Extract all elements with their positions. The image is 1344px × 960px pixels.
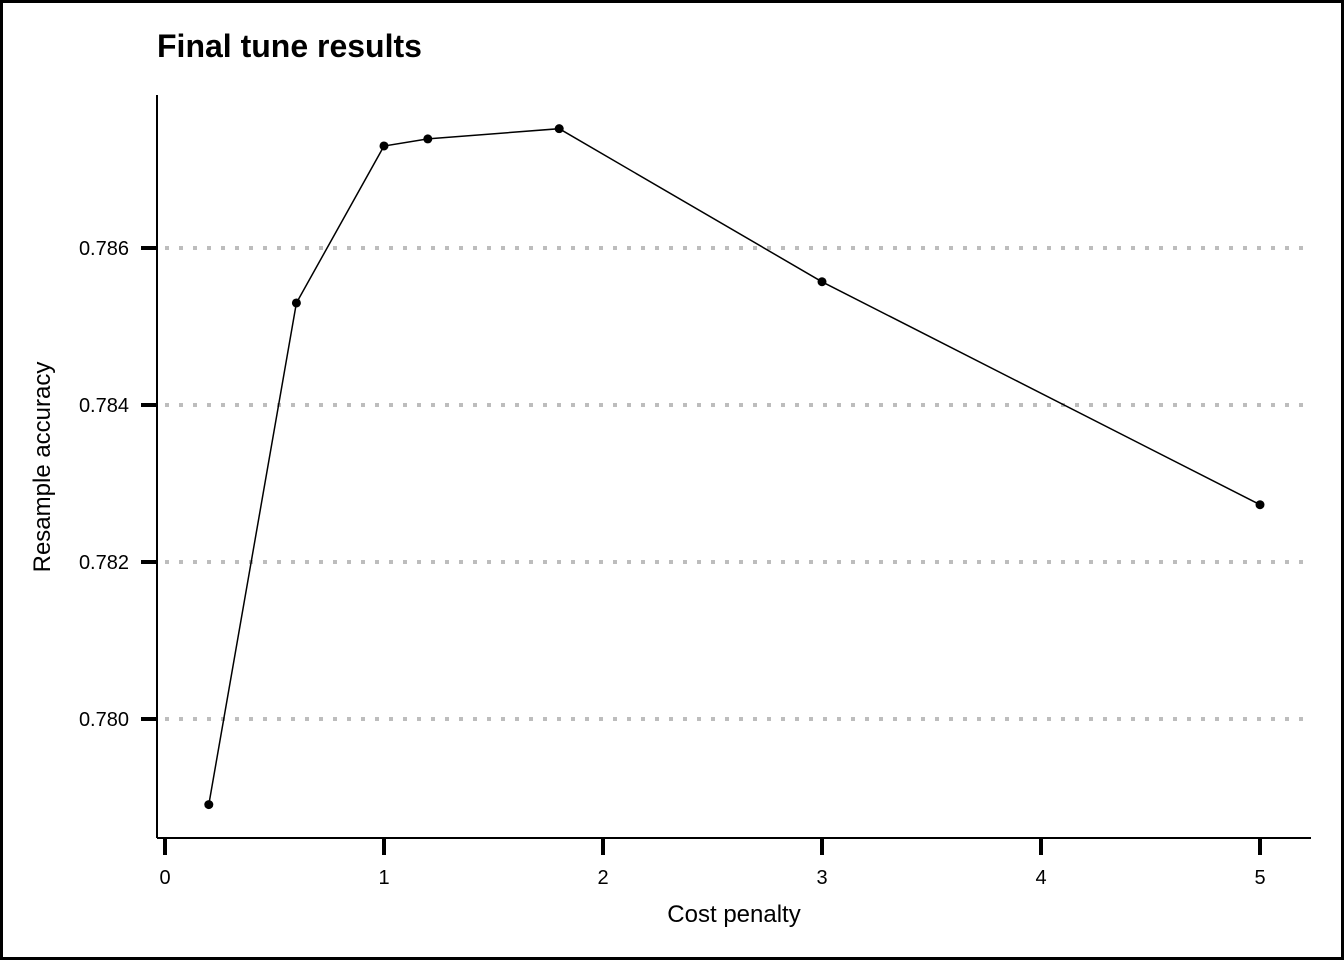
data-point <box>379 141 389 151</box>
data-point <box>554 124 564 134</box>
series-line <box>208 127 1261 805</box>
data-point <box>204 800 214 810</box>
x-tick-label: 3 <box>816 867 827 889</box>
data-point <box>291 298 301 308</box>
x-tick-label: 5 <box>1254 867 1265 889</box>
data-point <box>817 277 827 287</box>
y-tick-label: 0.780 <box>79 709 129 731</box>
data-point <box>423 134 433 144</box>
x-axis-title: Cost penalty <box>667 901 800 928</box>
x-tick-label: 4 <box>1035 867 1046 889</box>
y-tick-label: 0.786 <box>79 238 129 260</box>
x-tick-label: 2 <box>597 867 608 889</box>
chart-title: Final tune results <box>157 28 422 64</box>
x-tick-label: 0 <box>159 867 170 889</box>
x-ticks: 0 1 2 3 4 5 <box>159 838 1266 889</box>
x-tick-label: 1 <box>378 867 389 889</box>
y-axis-title: Resample accuracy <box>29 362 56 573</box>
y-tick-label: 0.784 <box>79 395 129 417</box>
y-ticks: 0.780 0.782 0.784 0.786 <box>79 238 157 731</box>
data-point <box>1255 500 1265 510</box>
grid-lines <box>165 246 1311 721</box>
data-points <box>204 124 1265 810</box>
y-tick-label: 0.782 <box>79 552 129 574</box>
